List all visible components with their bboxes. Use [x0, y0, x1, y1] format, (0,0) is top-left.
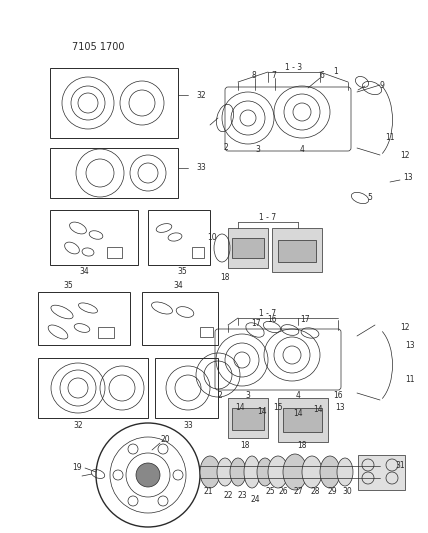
Text: 30: 30 — [342, 488, 352, 497]
Text: 1: 1 — [333, 68, 339, 77]
Text: 34: 34 — [173, 280, 183, 289]
Text: 31: 31 — [395, 461, 405, 470]
Bar — [232, 408, 264, 430]
Bar — [228, 398, 268, 438]
Ellipse shape — [230, 458, 246, 486]
Text: 16: 16 — [333, 391, 343, 400]
Text: 19: 19 — [72, 464, 82, 472]
Text: 2: 2 — [223, 143, 229, 152]
Text: 8: 8 — [252, 70, 256, 79]
Text: 4: 4 — [300, 146, 304, 155]
Text: 1 - 7: 1 - 7 — [259, 310, 276, 319]
Bar — [50, 210, 138, 265]
Text: 26: 26 — [278, 488, 288, 497]
Text: 11: 11 — [405, 376, 415, 384]
Bar — [142, 292, 218, 345]
Bar — [192, 247, 204, 258]
Text: 18: 18 — [297, 440, 307, 449]
Bar — [283, 408, 322, 432]
Text: 29: 29 — [327, 488, 337, 497]
Text: 14: 14 — [313, 406, 323, 415]
Bar — [278, 398, 328, 442]
Text: 10: 10 — [207, 233, 217, 243]
Text: 6: 6 — [320, 71, 324, 80]
Bar — [228, 228, 268, 268]
Ellipse shape — [320, 456, 340, 488]
Text: 32: 32 — [196, 91, 205, 100]
Text: 4: 4 — [296, 391, 300, 400]
Text: 21: 21 — [203, 488, 213, 497]
Bar — [155, 358, 218, 418]
Text: 25: 25 — [265, 488, 275, 497]
Ellipse shape — [244, 456, 260, 488]
Text: 23: 23 — [237, 490, 247, 499]
Text: 14: 14 — [257, 408, 267, 416]
Ellipse shape — [268, 456, 288, 488]
Bar — [148, 210, 210, 265]
Text: 18: 18 — [220, 273, 230, 282]
Text: 14: 14 — [293, 408, 303, 417]
Text: 33: 33 — [196, 164, 206, 173]
Text: 1 - 7: 1 - 7 — [259, 214, 276, 222]
Text: 3: 3 — [246, 391, 250, 400]
Text: 35: 35 — [177, 268, 187, 277]
Text: 3: 3 — [256, 146, 260, 155]
Ellipse shape — [283, 454, 307, 490]
Bar — [272, 228, 322, 272]
Text: 22: 22 — [223, 490, 233, 499]
Text: 32: 32 — [73, 421, 83, 430]
Text: 15: 15 — [273, 403, 283, 413]
Text: 28: 28 — [310, 488, 320, 497]
Bar — [107, 247, 122, 258]
Circle shape — [136, 463, 160, 487]
Text: 9: 9 — [380, 80, 384, 90]
Bar — [38, 358, 148, 418]
Text: 24: 24 — [250, 496, 260, 505]
Ellipse shape — [302, 456, 322, 488]
Bar — [358, 455, 405, 490]
Text: 5: 5 — [368, 193, 372, 203]
Bar — [278, 240, 316, 262]
Text: 13: 13 — [405, 341, 415, 350]
Text: 16: 16 — [267, 316, 277, 325]
Bar — [232, 238, 264, 258]
Text: 34: 34 — [79, 268, 89, 277]
Text: 33: 33 — [183, 421, 193, 430]
Text: 20: 20 — [160, 435, 170, 445]
Text: 17: 17 — [300, 316, 310, 325]
Text: 18: 18 — [240, 440, 250, 449]
Text: 12: 12 — [400, 324, 410, 333]
Ellipse shape — [257, 458, 273, 486]
Text: 17: 17 — [251, 319, 261, 327]
Bar — [50, 68, 178, 138]
Ellipse shape — [200, 456, 220, 488]
Bar — [50, 148, 178, 198]
Bar — [98, 327, 114, 338]
Text: 7: 7 — [271, 70, 276, 79]
Text: 12: 12 — [400, 150, 410, 159]
Ellipse shape — [337, 458, 353, 486]
Ellipse shape — [217, 458, 233, 486]
Text: 2: 2 — [217, 391, 223, 400]
Text: 13: 13 — [403, 174, 413, 182]
Text: 14: 14 — [235, 403, 245, 413]
Text: 1 - 3: 1 - 3 — [285, 63, 303, 72]
Text: 35: 35 — [63, 280, 73, 289]
Text: 13: 13 — [335, 403, 345, 413]
Text: 7105 1700: 7105 1700 — [72, 42, 125, 52]
Bar — [200, 327, 213, 337]
Text: 11: 11 — [385, 133, 395, 142]
Text: 27: 27 — [293, 488, 303, 497]
Bar — [38, 292, 130, 345]
